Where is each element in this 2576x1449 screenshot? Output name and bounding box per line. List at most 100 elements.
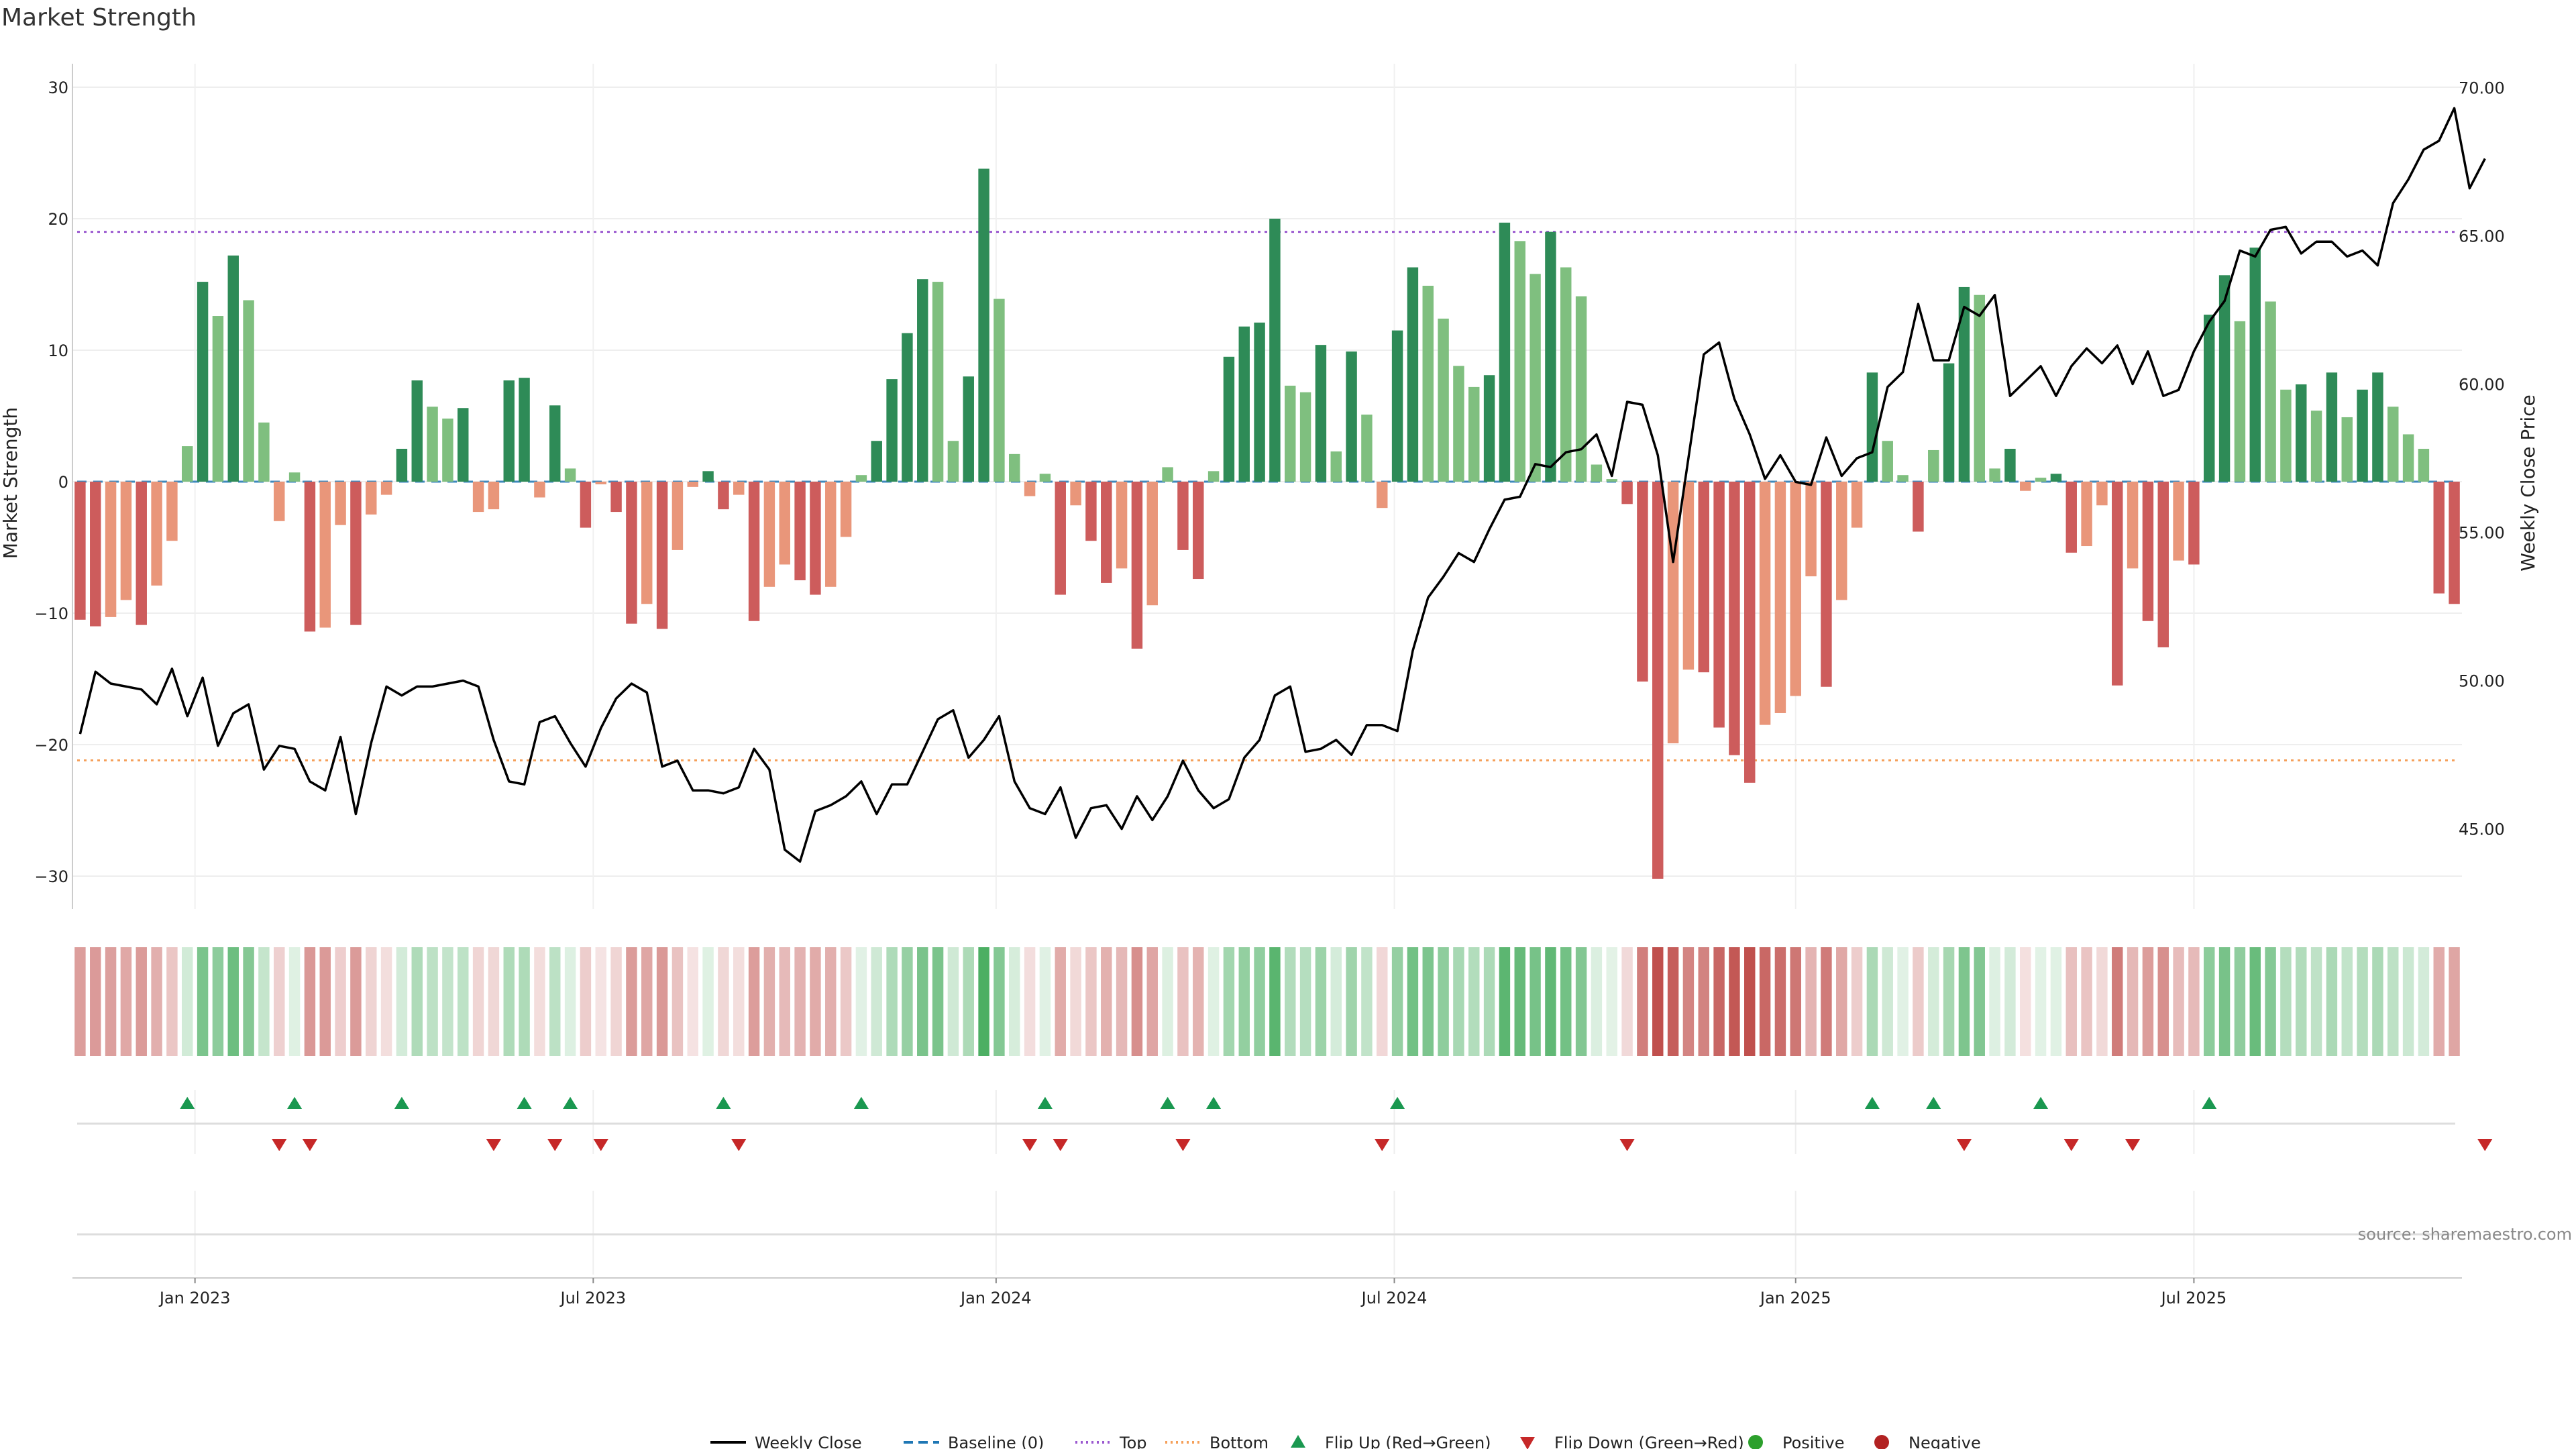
legend-label: Baseline (0): [948, 1434, 1044, 1449]
strength-bar: [380, 482, 392, 495]
strength-bar: [1729, 482, 1740, 755]
heat-cell: [1146, 947, 1158, 1056]
y2-tick-label: 50.00: [2459, 672, 2505, 691]
strength-bar: [1254, 322, 1265, 482]
strength-bar: [1177, 482, 1189, 550]
heat-cell: [580, 947, 592, 1056]
heat-cell: [120, 947, 132, 1056]
heat-cell: [1131, 947, 1143, 1056]
flip-up-marker: [287, 1097, 303, 1109]
strength-bar: [366, 482, 377, 515]
strength-bar: [243, 300, 254, 482]
strength-bar: [1361, 415, 1373, 482]
heat-cell: [442, 947, 453, 1056]
x-tick-label: Jul 2025: [2160, 1289, 2227, 1307]
strength-bar: [2326, 372, 2338, 482]
heat-cell: [319, 947, 331, 1056]
y2-tick-label: 70.00: [2459, 78, 2505, 97]
heat-cell: [1361, 947, 1373, 1056]
flip-up-marker: [1160, 1097, 1175, 1109]
heat-cell: [1821, 947, 1832, 1056]
strength-bar: [840, 482, 852, 537]
strength-bars: [74, 168, 2460, 879]
heat-cell: [2326, 947, 2338, 1056]
heat-cell: [1468, 947, 1480, 1056]
strength-bar: [151, 482, 162, 586]
heat-cell: [2004, 947, 2016, 1056]
heat-cell: [472, 947, 484, 1056]
strength-bar: [1131, 482, 1143, 649]
y-tick-label: 0: [58, 473, 68, 492]
heat-cell: [2234, 947, 2246, 1056]
y2-tick-label: 45.00: [2459, 820, 2505, 839]
strength-bar: [1882, 441, 1893, 482]
strength-bar: [902, 333, 913, 482]
heat-cell: [917, 947, 928, 1056]
flip-up-marker: [563, 1097, 578, 1109]
strength-bar: [1039, 474, 1051, 482]
strength-bar: [319, 482, 331, 628]
flip-down-marker: [2125, 1139, 2141, 1151]
strength-bar: [549, 405, 561, 482]
strength-bar: [120, 482, 132, 600]
strength-bar: [1330, 451, 1342, 482]
heat-cell: [1208, 947, 1220, 1056]
heat-cell: [74, 947, 86, 1056]
strength-bar: [1453, 366, 1464, 482]
flip-up-marker: [2033, 1097, 2049, 1109]
strength-bar: [227, 255, 239, 482]
heat-cell: [1070, 947, 1081, 1056]
flip-down-marker: [272, 1139, 287, 1151]
heat-cell: [258, 947, 270, 1056]
heat-cell: [304, 947, 316, 1056]
heat-cell: [1085, 947, 1097, 1056]
y2-tick-label: 60.00: [2459, 375, 2505, 394]
strength-bar: [1162, 467, 1173, 482]
strength-bar: [488, 482, 500, 510]
heat-cell: [2372, 947, 2383, 1056]
strength-bar: [1682, 482, 1695, 670]
heat-cell: [1024, 947, 1036, 1056]
x-tick-label: Jan 2025: [1759, 1289, 1831, 1307]
heat-cell: [335, 947, 346, 1056]
chart-title: Market Strength: [1, 4, 197, 32]
strength-bar: [197, 282, 209, 482]
heat-cell: [626, 947, 637, 1056]
strength-bar: [2280, 389, 2292, 482]
strength-bar: [90, 482, 101, 627]
heat-cell: [519, 947, 530, 1056]
y2-tick-label: 65.00: [2459, 227, 2505, 246]
strength-bar: [1116, 482, 1128, 569]
heat-cell: [1575, 947, 1587, 1056]
y2-axis-label: Weekly Close Price: [2517, 394, 2539, 571]
strength-bar: [1529, 274, 1541, 482]
strength-bar: [2265, 301, 2276, 482]
flip-down-marker: [1375, 1139, 1390, 1151]
x-tick-label: Jan 2023: [158, 1289, 231, 1307]
source-note: source: sharemaestro.com: [2358, 1225, 2572, 1244]
heat-cell: [2112, 947, 2123, 1056]
heat-cell: [1377, 947, 1388, 1056]
heat-cell: [1177, 947, 1189, 1056]
heat-cell: [1836, 947, 1847, 1056]
strength-heat-strip: [74, 947, 2460, 1056]
flip-up-marker: [1926, 1097, 1941, 1109]
heat-cell: [978, 947, 989, 1056]
flip-up-marker: [853, 1097, 869, 1109]
strength-bar: [2310, 411, 2322, 482]
strength-bar: [2433, 482, 2445, 594]
strength-bar: [1974, 294, 1985, 482]
strength-bar: [2157, 482, 2169, 647]
strength-bar: [2096, 482, 2108, 506]
strength-bar: [288, 472, 301, 482]
flip-markers: [77, 1097, 2493, 1236]
strength-bar: [810, 482, 821, 595]
heat-cell: [1116, 947, 1128, 1056]
flip-down-marker: [486, 1139, 501, 1151]
heat-cell: [2142, 947, 2154, 1056]
strength-bar: [258, 422, 270, 482]
strength-bar: [2296, 384, 2307, 482]
strength-bar: [1299, 392, 1311, 482]
heat-cell: [366, 947, 377, 1056]
